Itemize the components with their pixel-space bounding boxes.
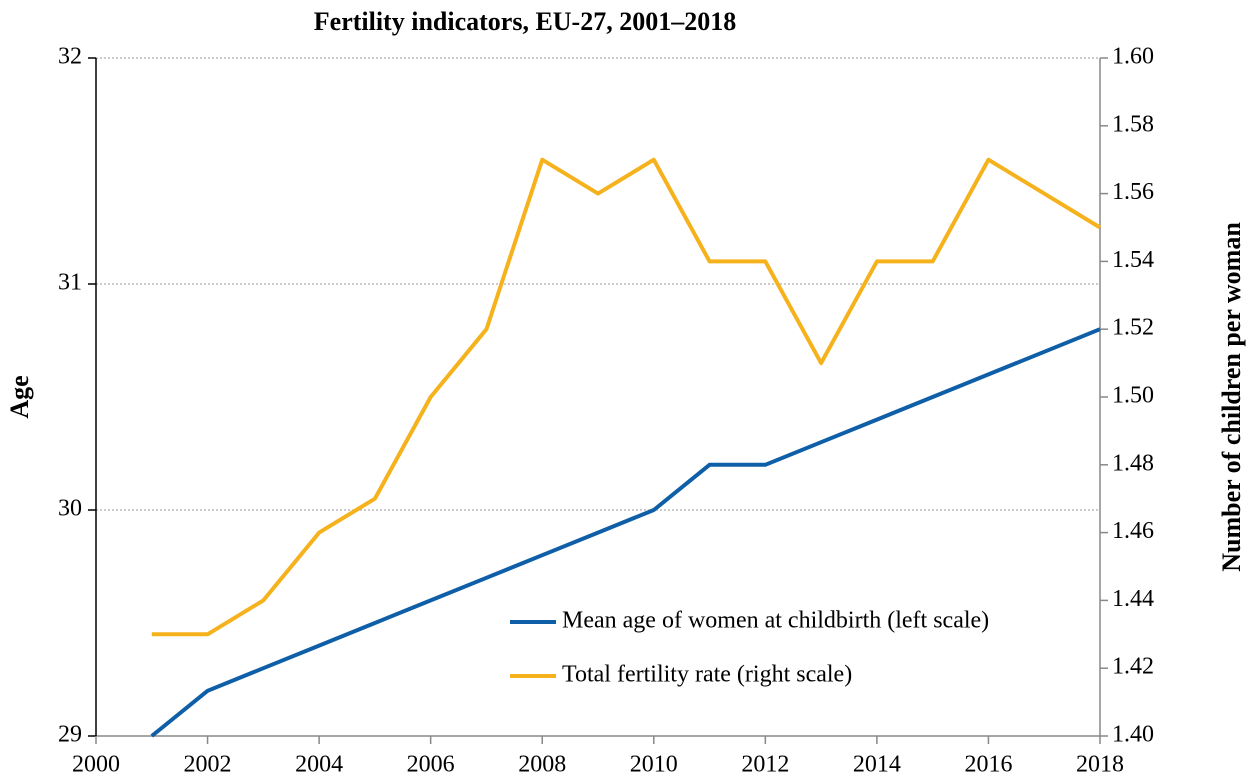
y2-tick-label: 1.50: [1112, 383, 1154, 409]
y2-tick-label: 1.42: [1112, 654, 1154, 680]
line: [151, 157, 1102, 637]
y2-tick-label: 1.46: [1112, 518, 1154, 544]
y-tick-label: 31: [58, 270, 82, 296]
x-tick-label: 2018: [1076, 752, 1124, 778]
y2-tick-label: 1.52: [1112, 315, 1154, 341]
y-tick-label: 29: [58, 722, 82, 748]
y2-tick-label: 1.54: [1112, 247, 1154, 273]
x-tick-label: 2004: [295, 752, 343, 778]
x-tick-label: 2014: [853, 752, 901, 778]
y-tick-label: 32: [58, 44, 82, 70]
x-tick-label: 2000: [72, 752, 120, 778]
y2-tick-label: 1.48: [1112, 450, 1154, 476]
y2-tick-label: 1.58: [1112, 111, 1154, 137]
legend-label: Total fertility rate (right scale): [562, 662, 852, 688]
x-tick-label: 2012: [741, 752, 789, 778]
legend-label: Mean age of women at childbirth (left sc…: [562, 608, 989, 634]
x-tick-label: 2002: [184, 752, 232, 778]
x-tick-label: 2010: [630, 752, 678, 778]
x-tick-label: 2008: [518, 752, 566, 778]
y2-tick-label: 1.44: [1112, 586, 1154, 612]
line: [150, 327, 1101, 738]
y-axis-label: Age: [5, 375, 34, 418]
x-tick-label: 2006: [407, 752, 455, 778]
y2-tick-label: 1.40: [1112, 722, 1154, 748]
y2-tick-label: 1.56: [1112, 179, 1154, 205]
chart-title: Fertility indicators, EU-27, 2001–2018: [314, 7, 736, 36]
y2-tick-label: 1.60: [1112, 44, 1154, 70]
y-tick-label: 30: [58, 496, 82, 522]
y2-axis-label: Number of children per woman: [1217, 222, 1246, 572]
x-tick-label: 2016: [964, 752, 1012, 778]
